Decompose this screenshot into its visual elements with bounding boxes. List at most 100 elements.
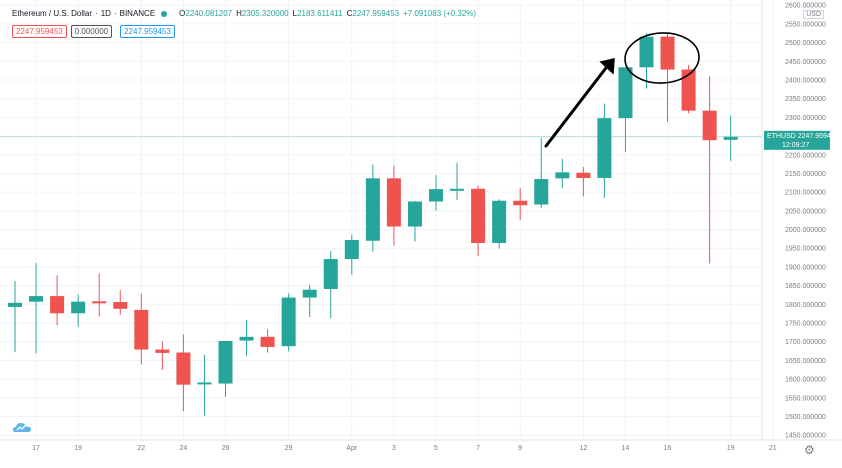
candle[interactable] [597, 103, 612, 198]
candle-body [702, 110, 717, 141]
y-tick-label: 1500.000000 [785, 414, 826, 421]
candle-body [450, 188, 465, 191]
x-tick-label: 22 [137, 445, 145, 452]
candle[interactable] [92, 273, 107, 317]
candle[interactable] [681, 65, 696, 114]
candle-body [660, 36, 675, 70]
price-tag-red[interactable]: 2247.959453 [12, 25, 67, 38]
y-tick-label: 2150.000000 [785, 171, 826, 178]
candle[interactable] [492, 199, 507, 249]
candle-body [576, 172, 591, 178]
candle[interactable] [71, 294, 86, 327]
y-tick-label: 2600.000000 [785, 3, 826, 10]
candle[interactable] [429, 174, 443, 211]
candle[interactable] [723, 115, 738, 161]
x-tick-label: 29 [285, 445, 293, 452]
y-tick-label: 1750.000000 [785, 320, 826, 327]
gear-icon[interactable]: ⚙ [804, 443, 815, 457]
y-tick-label: 2350.000000 [785, 96, 826, 103]
candle-body [239, 336, 254, 341]
candle[interactable] [344, 234, 359, 275]
y-axis[interactable]: 1450.000000 1500.000000 1550.000000 1600.00… [785, 3, 826, 440]
y-tick-label: 2000.000000 [785, 227, 826, 234]
candle[interactable] [134, 293, 149, 365]
candle[interactable] [197, 354, 212, 416]
candle[interactable] [450, 162, 465, 200]
candles-layer [8, 32, 738, 416]
low-label: L [292, 9, 298, 18]
candle-body [597, 118, 612, 178]
candle[interactable] [555, 158, 570, 189]
candle-body [323, 259, 338, 289]
y-tick-label: 1600.000000 [785, 377, 826, 384]
x-tick-label: 9 [518, 445, 522, 452]
candle-body [513, 200, 528, 206]
x-tick-label: 24 [180, 445, 188, 452]
candle-body [50, 296, 65, 314]
candle[interactable] [471, 185, 486, 257]
price-tag-blue[interactable]: 2247.959453 [120, 25, 175, 38]
separator: · [113, 9, 117, 18]
x-axis[interactable]: 17 19 22 24 26 29 Apr 3 5 7 9 12 14 16 19 21 [32, 445, 777, 452]
candle[interactable] [239, 320, 254, 356]
candle[interactable] [365, 164, 380, 252]
y-tick-label: 2100.000000 [785, 190, 826, 197]
candle[interactable] [534, 137, 549, 208]
y-tick-label: 2550.000000 [785, 21, 826, 28]
candle[interactable] [618, 67, 633, 152]
currency-label[interactable]: USD [803, 10, 824, 19]
candle-body [29, 296, 44, 302]
candle[interactable] [639, 33, 654, 89]
candle-body [723, 136, 738, 140]
candle[interactable] [29, 263, 44, 354]
grid-lines [0, 0, 774, 440]
candle[interactable] [155, 341, 170, 370]
candle[interactable] [8, 281, 22, 353]
candle-body [639, 36, 654, 68]
market-status-icon [161, 10, 168, 17]
last-price-tag-countdown: 12:09:27 [782, 142, 809, 149]
candle-body [429, 189, 443, 202]
chart-legend-header: Ethereum / U.S. Dollar · 1D · BINANCE O 2… [12, 9, 476, 18]
candle[interactable] [302, 284, 317, 318]
change-value: +7.091083 (+0.32%) [403, 9, 477, 18]
candle-body [492, 200, 507, 243]
candle-body [281, 297, 296, 347]
close-value: 2247.959453 [352, 9, 400, 18]
low-value: 2183.611411 [297, 9, 343, 18]
candle[interactable] [113, 290, 128, 316]
candle[interactable] [386, 165, 401, 246]
x-tick-label: 19 [727, 445, 735, 452]
separator: · [95, 9, 98, 18]
candle-body [555, 172, 570, 179]
candle[interactable] [660, 32, 675, 122]
candle[interactable] [323, 251, 338, 319]
candle[interactable] [218, 340, 233, 398]
candle[interactable] [50, 275, 65, 326]
candle-body [534, 179, 549, 205]
x-tick-label: 7 [476, 445, 480, 452]
close-label: C [346, 9, 353, 18]
exchange-label: BINANCE [119, 9, 156, 18]
candle-body [365, 178, 380, 241]
y-tick-label: 1850.000000 [785, 283, 826, 290]
candle-body [176, 352, 191, 385]
x-tick-label: 3 [392, 445, 396, 452]
candle[interactable] [576, 167, 591, 197]
candle-body [71, 301, 86, 314]
candle[interactable] [513, 188, 528, 221]
interval-label[interactable]: 1D [100, 9, 111, 18]
x-tick-label: 16 [664, 445, 672, 452]
tradingview-logo-icon[interactable] [12, 420, 32, 434]
candle[interactable] [407, 200, 422, 242]
candle[interactable] [176, 334, 191, 412]
y-tick-label: 1450.000000 [785, 433, 826, 440]
symbol-name[interactable]: Ethereum / U.S. Dollar [12, 9, 93, 18]
y-tick-label: 1650.000000 [785, 358, 826, 365]
open-label: O [179, 9, 186, 18]
y-tick-label: 2050.000000 [785, 208, 826, 215]
candle[interactable] [702, 76, 717, 264]
candle[interactable] [281, 293, 296, 352]
candle[interactable] [260, 329, 275, 353]
